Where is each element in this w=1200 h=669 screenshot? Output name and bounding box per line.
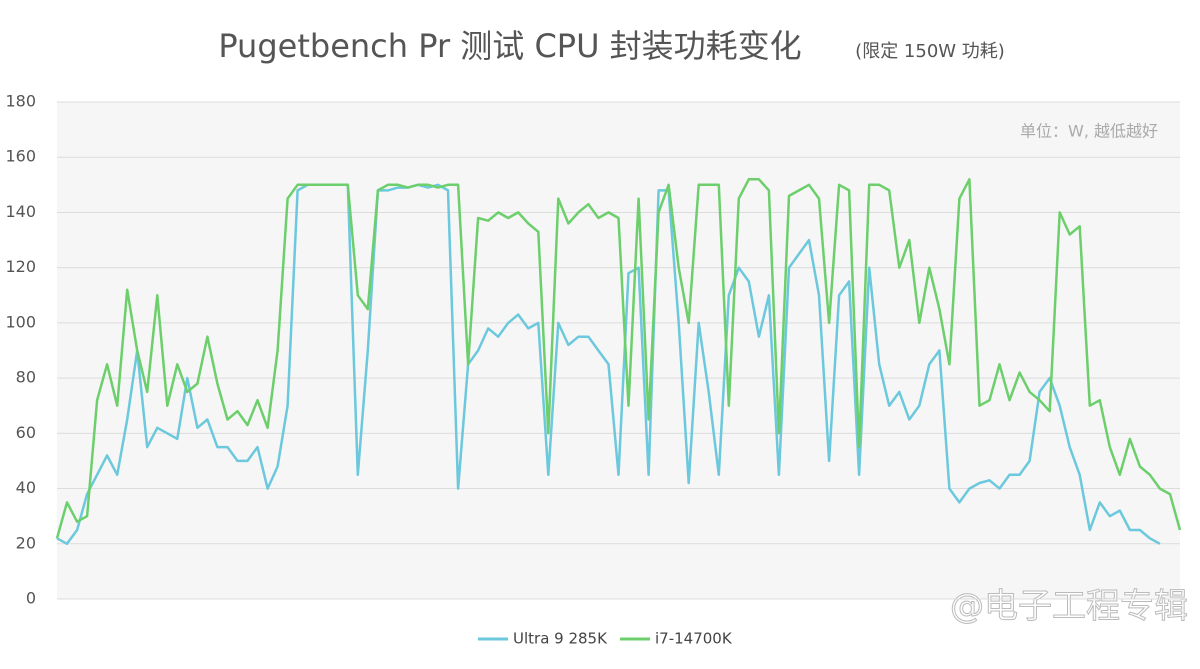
y-tick-label: 0	[26, 589, 36, 608]
legend-label: Ultra 9 285K	[513, 630, 608, 648]
watermark: @电子工程专辑	[950, 587, 1188, 627]
chart-title: Pugetbench Pr 测试 CPU 封装功耗变化	[218, 27, 801, 65]
y-tick-label: 20	[16, 533, 36, 552]
annotation: 单位：W, 越低越好	[1020, 122, 1158, 141]
y-tick-label: 160	[5, 147, 36, 166]
chart-subtitle: (限定 150W 功耗)	[855, 41, 1005, 62]
y-tick-label: 80	[16, 368, 36, 387]
y-tick-label: 100	[5, 312, 36, 331]
series-line	[55, 178, 1182, 539]
y-tick-label: 40	[16, 478, 36, 497]
legend-label: i7-14700K	[655, 630, 733, 648]
y-tick-label: 140	[5, 202, 36, 221]
y-tick-label: 60	[16, 423, 36, 442]
y-tick-label: 120	[5, 257, 36, 276]
series-line	[56, 183, 1161, 546]
plot-area	[57, 102, 1180, 599]
y-tick-label: 180	[5, 92, 36, 111]
